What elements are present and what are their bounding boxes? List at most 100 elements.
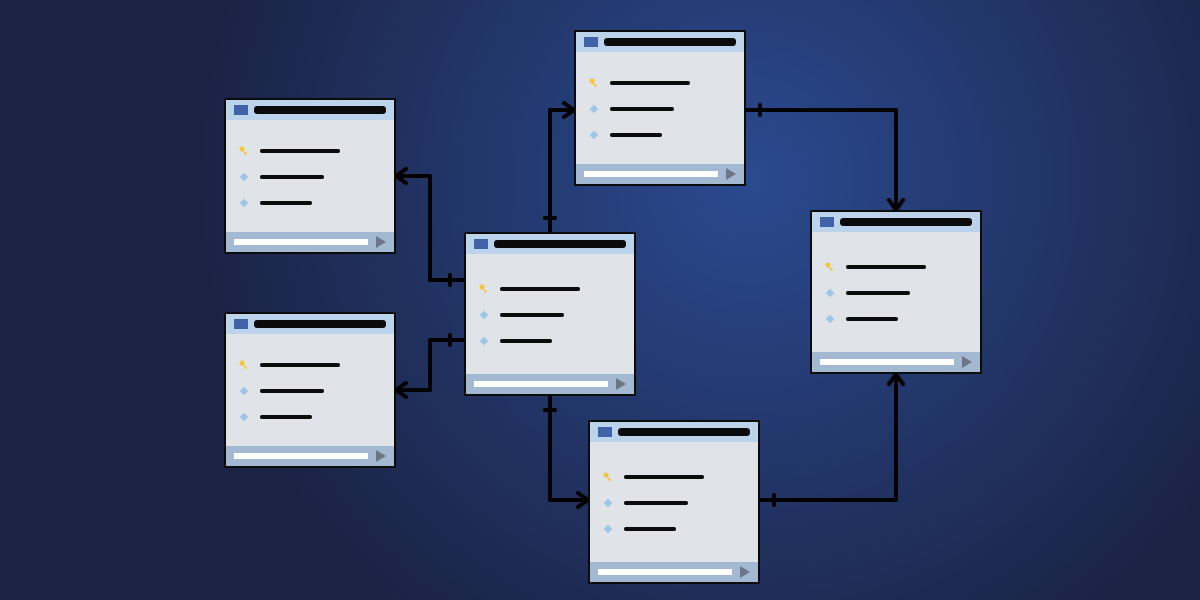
table-row xyxy=(824,287,964,299)
field-placeholder xyxy=(260,149,340,153)
window-control-icon xyxy=(584,37,598,47)
table-header xyxy=(226,100,394,120)
diamond-icon xyxy=(238,171,250,183)
table-header xyxy=(576,32,744,52)
table-header xyxy=(812,212,980,232)
play-icon xyxy=(376,236,386,248)
edge-F-E xyxy=(760,374,896,500)
scroll-track xyxy=(598,569,732,575)
table-node-F xyxy=(588,420,760,584)
scroll-track xyxy=(474,381,608,387)
table-body xyxy=(576,52,744,164)
table-header xyxy=(466,234,634,254)
key-icon xyxy=(478,283,490,295)
scroll-track xyxy=(234,239,368,245)
table-row xyxy=(238,385,378,397)
play-icon xyxy=(376,450,386,462)
table-header xyxy=(226,314,394,334)
field-placeholder xyxy=(624,475,704,479)
table-footer xyxy=(226,446,394,466)
field-placeholder xyxy=(846,317,898,321)
field-placeholder xyxy=(624,527,676,531)
play-icon xyxy=(726,168,736,180)
title-bar-placeholder xyxy=(494,240,626,248)
field-placeholder xyxy=(500,313,564,317)
diamond-icon xyxy=(602,523,614,535)
key-icon xyxy=(824,261,836,273)
table-body xyxy=(226,120,394,232)
diagram-canvas xyxy=(0,0,1200,600)
table-row xyxy=(238,359,378,371)
diamond-icon xyxy=(238,197,250,209)
field-placeholder xyxy=(260,363,340,367)
field-placeholder xyxy=(610,133,662,137)
scroll-track xyxy=(584,171,718,177)
table-row xyxy=(602,497,742,509)
table-row xyxy=(824,313,964,325)
table-row xyxy=(478,309,618,321)
window-control-icon xyxy=(820,217,834,227)
table-footer xyxy=(590,562,758,582)
key-icon xyxy=(238,359,250,371)
table-footer xyxy=(812,352,980,372)
table-row xyxy=(602,523,742,535)
table-row xyxy=(238,197,378,209)
window-control-icon xyxy=(234,105,248,115)
table-footer xyxy=(226,232,394,252)
title-bar-placeholder xyxy=(254,320,386,328)
play-icon xyxy=(962,356,972,368)
table-row xyxy=(588,103,728,115)
table-row xyxy=(478,283,618,295)
window-control-icon xyxy=(474,239,488,249)
scroll-track xyxy=(820,359,954,365)
table-header xyxy=(590,422,758,442)
diamond-icon xyxy=(588,129,600,141)
field-placeholder xyxy=(846,265,926,269)
table-node-B xyxy=(224,312,396,468)
table-row xyxy=(824,261,964,273)
field-placeholder xyxy=(260,415,312,419)
window-control-icon xyxy=(598,427,612,437)
table-body xyxy=(590,442,758,562)
edge-C-D xyxy=(550,110,574,232)
title-bar-placeholder xyxy=(254,106,386,114)
play-icon xyxy=(616,378,626,390)
diamond-icon xyxy=(478,335,490,347)
key-icon xyxy=(602,471,614,483)
field-placeholder xyxy=(610,107,674,111)
table-row xyxy=(238,411,378,423)
table-footer xyxy=(466,374,634,394)
table-row xyxy=(478,335,618,347)
table-node-E xyxy=(810,210,982,374)
scroll-track xyxy=(234,453,368,459)
field-placeholder xyxy=(260,175,324,179)
field-placeholder xyxy=(260,389,324,393)
diamond-icon xyxy=(824,313,836,325)
field-placeholder xyxy=(610,81,690,85)
table-row xyxy=(588,129,728,141)
key-icon xyxy=(238,145,250,157)
field-placeholder xyxy=(624,501,688,505)
field-placeholder xyxy=(260,201,312,205)
table-row xyxy=(238,171,378,183)
title-bar-placeholder xyxy=(604,38,736,46)
play-icon xyxy=(740,566,750,578)
table-node-D xyxy=(574,30,746,186)
table-body xyxy=(812,232,980,352)
table-row xyxy=(602,471,742,483)
table-row xyxy=(588,77,728,89)
table-node-C xyxy=(464,232,636,396)
table-row xyxy=(238,145,378,157)
diamond-icon xyxy=(238,385,250,397)
diamond-icon xyxy=(238,411,250,423)
window-control-icon xyxy=(234,319,248,329)
diamond-icon xyxy=(588,103,600,115)
title-bar-placeholder xyxy=(618,428,750,436)
table-body xyxy=(226,334,394,446)
edge-A-C xyxy=(396,176,464,280)
diamond-icon xyxy=(824,287,836,299)
table-body xyxy=(466,254,634,374)
key-icon xyxy=(588,77,600,89)
table-footer xyxy=(576,164,744,184)
field-placeholder xyxy=(500,339,552,343)
